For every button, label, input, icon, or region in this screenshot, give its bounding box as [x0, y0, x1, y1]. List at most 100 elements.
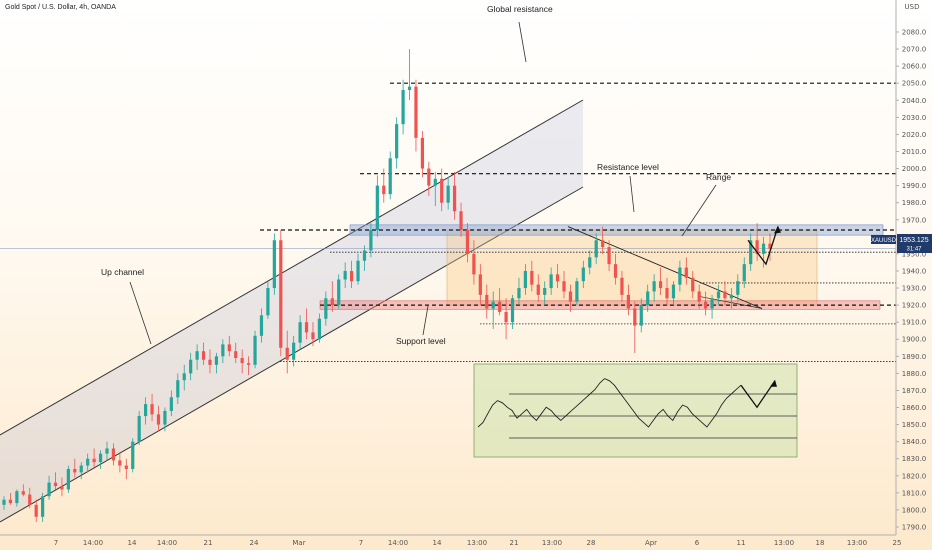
candle-body	[568, 291, 573, 302]
time-tick-label: Apr	[645, 539, 657, 547]
candle-body	[555, 274, 560, 282]
candle-body	[613, 264, 618, 278]
candle-body	[259, 315, 264, 336]
candle-body	[498, 301, 502, 312]
ticker-label: XAUUSD	[871, 238, 897, 244]
price-tick-label: 1810.0	[902, 489, 927, 497]
candle-body	[382, 185, 386, 195]
candle-body	[131, 441, 135, 469]
candle-body	[633, 308, 637, 326]
time-tick-label: 14	[128, 539, 137, 547]
price-tick-label: 2010.0	[902, 148, 927, 156]
candle-body	[581, 267, 585, 282]
candle-body	[163, 410, 167, 425]
price-tick-label: 1800.0	[902, 506, 927, 514]
rsi-box	[473, 363, 798, 458]
projection-path	[747, 226, 779, 266]
candle-body	[105, 448, 109, 454]
candle-body	[388, 158, 392, 195]
time-tick-label: 14:00	[83, 539, 103, 547]
price-tick-label: 1880.0	[902, 370, 927, 378]
candle-body	[601, 240, 605, 248]
candle-body	[201, 351, 206, 360]
time-axis[interactable]: 7 14:00 14 14:00 21 24 Mar 7 14:00 14 13:00 21 13:00…	[54, 539, 902, 547]
candle-body	[118, 460, 122, 466]
candle-body	[2, 499, 6, 505]
candle-body	[588, 257, 592, 268]
time-tick-label: Mar	[292, 539, 305, 547]
candle-body	[742, 264, 746, 282]
candle-body	[594, 240, 598, 258]
candle-body	[665, 288, 669, 299]
candle-body	[169, 397, 173, 411]
time-tick-label: 14:00	[388, 539, 408, 547]
candle-body	[292, 342, 296, 360]
price-tick-label: 1870.0	[902, 387, 927, 395]
candle-body	[749, 240, 753, 265]
candle-body	[491, 301, 495, 309]
candle-body	[41, 496, 45, 517]
rsi-projection	[740, 380, 776, 409]
candle-body	[691, 277, 695, 292]
price-tick-label: 1940.0	[902, 267, 927, 275]
trend-line	[567, 226, 763, 309]
candle-body	[324, 298, 328, 319]
candle-body	[523, 270, 528, 289]
global-resistance-pointer	[518, 21, 527, 63]
candle-body	[716, 291, 721, 299]
candle-body	[221, 344, 225, 357]
price-tick-label: 2000.0	[902, 165, 927, 173]
candle-body	[530, 270, 534, 285]
candle-body	[607, 247, 611, 265]
candle-body	[272, 240, 276, 289]
candle-body	[362, 250, 367, 261]
candle-body	[375, 185, 379, 230]
candle-body	[304, 322, 309, 333]
candle-body	[311, 332, 315, 340]
candle-body	[414, 86, 418, 138]
candle-body	[150, 404, 154, 415]
candle-body	[652, 281, 656, 292]
time-tick-label: 13:00	[542, 539, 562, 547]
channel-upper-line	[0, 99, 584, 436]
candle-body	[208, 359, 212, 365]
price-tick-label: 1970.0	[902, 216, 927, 224]
price-tick-label: 2050.0	[902, 80, 927, 88]
candle-body	[111, 448, 116, 461]
price-tick-label: 1840.0	[902, 438, 927, 446]
range-box	[446, 229, 818, 306]
time-tick-label: 13:00	[467, 539, 487, 547]
time-tick-label: 14	[433, 539, 442, 547]
candle-body	[465, 230, 470, 254]
candle-body	[234, 351, 238, 359]
candle-body	[227, 344, 231, 352]
candle-body	[156, 414, 161, 425]
time-tick-label: 14:00	[157, 539, 177, 547]
support-level-label: Support level	[396, 336, 446, 346]
candle-body	[504, 311, 508, 323]
candle-body	[60, 486, 64, 490]
candle-body	[485, 294, 489, 309]
candle-body	[15, 491, 19, 504]
candle-body	[472, 253, 476, 275]
candle-body	[337, 279, 341, 306]
candle-body	[330, 298, 334, 306]
candle-body	[21, 491, 25, 495]
candle-body	[478, 274, 482, 295]
candle-body	[298, 322, 302, 343]
price-axis[interactable]: 1790.0 1800.0 1810.0 1820.0 1830.0 1840.0 1850…	[896, 29, 926, 532]
candlesticks	[2, 49, 781, 522]
candle-body	[182, 373, 186, 381]
candle-body	[768, 243, 772, 249]
price-tick-label: 1820.0	[902, 472, 927, 480]
candle-body	[53, 482, 58, 487]
candle-body	[510, 298, 515, 323]
time-tick-label: 11	[737, 539, 746, 547]
bar-countdown: 31:47	[906, 247, 922, 253]
price-tag	[897, 234, 932, 253]
candle-body	[8, 499, 13, 504]
time-tick-label: 13:00	[774, 539, 794, 547]
time-tick-label: 6	[695, 539, 700, 547]
candle-body	[562, 281, 566, 292]
